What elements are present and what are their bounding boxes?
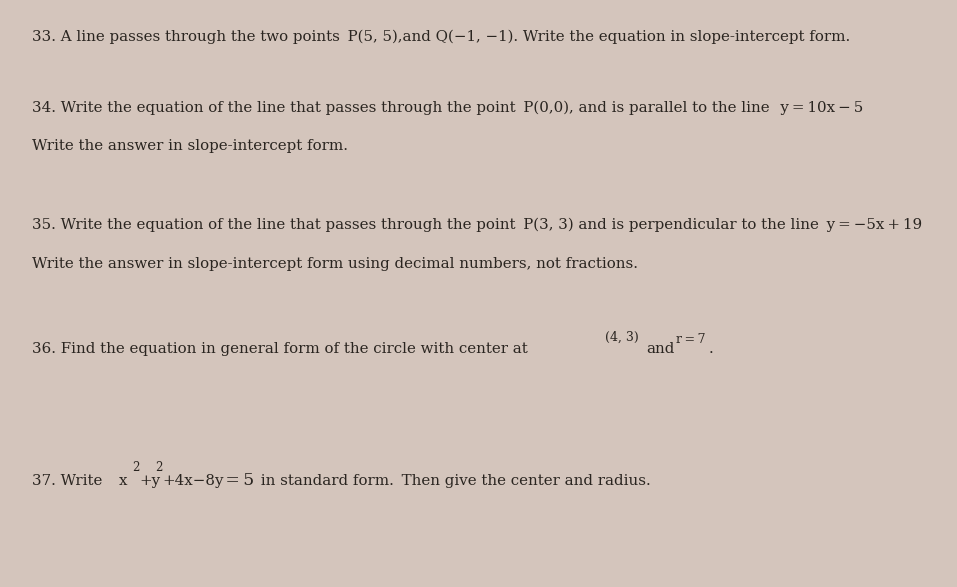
Text: 2: 2 xyxy=(155,461,163,474)
Text: .: . xyxy=(708,342,713,356)
Text: Write the answer in slope-intercept form using decimal numbers, not fractions.: Write the answer in slope-intercept form… xyxy=(32,257,637,271)
Text: and: and xyxy=(646,342,675,356)
Text: 35. Write the equation of the line that passes through the point  P(3, 3) and is: 35. Write the equation of the line that … xyxy=(32,218,922,232)
Text: in standard form.  Then give the center and radius.: in standard form. Then give the center a… xyxy=(256,474,650,488)
Text: 37. Write: 37. Write xyxy=(32,474,102,488)
Text: 33. A line passes through the two points  P(5, 5),and Q(−1, −1). Write the equat: 33. A line passes through the two points… xyxy=(32,30,850,44)
Text: 34. Write the equation of the line that passes through the point  P(0,0), and is: 34. Write the equation of the line that … xyxy=(32,100,863,114)
Text: Write the answer in slope-intercept form.: Write the answer in slope-intercept form… xyxy=(32,139,347,153)
Text: (4, 3): (4, 3) xyxy=(605,330,638,343)
Text: r = 7: r = 7 xyxy=(676,333,705,346)
Text: 2: 2 xyxy=(132,461,140,474)
Text: 36. Find the equation in general form of the circle with center at: 36. Find the equation in general form of… xyxy=(32,342,527,356)
Text: +4x−8y: +4x−8y xyxy=(163,474,224,488)
Text: +y: +y xyxy=(140,474,161,488)
Text: x: x xyxy=(119,474,127,488)
Text: = 5: = 5 xyxy=(222,473,255,490)
